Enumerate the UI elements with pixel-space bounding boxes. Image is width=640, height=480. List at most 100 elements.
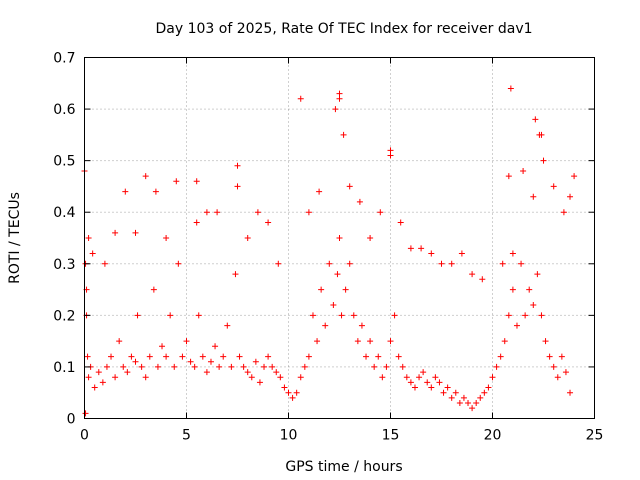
data-point [199, 353, 206, 360]
data-point [513, 322, 520, 329]
data-point [234, 162, 241, 169]
data-point [562, 369, 569, 376]
data-point [89, 250, 96, 257]
data-point [193, 219, 200, 226]
data-point [322, 322, 329, 329]
data-point [146, 353, 153, 360]
data-point [346, 183, 353, 190]
data-point [399, 363, 406, 370]
data-point [234, 183, 241, 190]
data-point [332, 106, 339, 113]
data-point [301, 363, 308, 370]
data-point [538, 131, 545, 138]
data-point [254, 209, 261, 216]
data-point [154, 363, 161, 370]
data-point [481, 389, 488, 396]
data-point [183, 338, 190, 345]
data-point [163, 235, 170, 241]
data-point [187, 358, 194, 365]
data-point [142, 173, 149, 180]
data-point [477, 394, 484, 401]
data-point [128, 353, 135, 360]
data-point [212, 343, 219, 350]
data-point [530, 193, 537, 200]
y-tick-label: 0.3 [53, 257, 75, 273]
y-tick-label: 0 [67, 412, 76, 428]
x-tick-label: 20 [484, 428, 502, 444]
data-point [248, 374, 255, 381]
data-point [134, 312, 141, 319]
data-point [142, 374, 149, 381]
data-point [383, 363, 390, 370]
data-point [244, 369, 251, 376]
data-point [336, 90, 343, 97]
data-point [507, 85, 514, 92]
data-point [538, 312, 545, 319]
data-point [340, 131, 347, 138]
data-point [112, 374, 119, 381]
y-axis-label: ROTI / TECUs [7, 192, 23, 284]
data-point [289, 394, 296, 401]
data-point [387, 147, 394, 154]
data-point [309, 312, 316, 319]
data-point [505, 312, 512, 319]
data-point [240, 363, 247, 370]
x-tick-label: 25 [586, 428, 604, 444]
data-point [120, 363, 127, 370]
data-point [438, 260, 445, 267]
data-point [501, 338, 508, 345]
data-point [132, 229, 139, 236]
x-axis-label: GPS time / hours [285, 459, 402, 475]
data-point [124, 369, 131, 376]
data-point [371, 363, 378, 370]
data-point [84, 353, 91, 360]
data-point [167, 312, 174, 319]
data-point [305, 209, 312, 216]
data-point [411, 384, 418, 391]
data-point [379, 374, 386, 381]
data-point [220, 353, 227, 360]
data-point [436, 379, 443, 386]
data-point [216, 363, 223, 370]
data-point [95, 369, 102, 376]
data-point [387, 338, 394, 345]
data-point [522, 312, 529, 319]
y-tick-label: 0.4 [53, 205, 75, 221]
data-point [318, 286, 325, 293]
data-point [509, 250, 516, 257]
data-point [567, 389, 574, 396]
data-point [375, 353, 382, 360]
data-point [358, 322, 365, 329]
data-point [281, 384, 288, 391]
data-point [85, 374, 92, 381]
data-point [297, 95, 304, 102]
data-point [277, 374, 284, 381]
y-tick-label: 0.1 [53, 360, 75, 376]
data-point [195, 312, 202, 319]
data-point [550, 183, 557, 190]
data-point [252, 358, 259, 365]
data-point [397, 219, 404, 226]
data-point [330, 302, 337, 309]
data-point [367, 338, 374, 345]
data-point [207, 358, 214, 365]
data-point [458, 250, 465, 257]
data-point [163, 353, 170, 360]
x-tick-label: 5 [182, 428, 191, 444]
data-point [387, 152, 394, 159]
data-point [265, 219, 272, 226]
y-tick-label: 0.6 [53, 102, 75, 118]
data-point [432, 374, 439, 381]
data-point [138, 363, 145, 370]
data-point [509, 286, 516, 293]
data-point [336, 95, 343, 102]
data-point [334, 271, 341, 278]
data-point [193, 178, 200, 185]
data-point [346, 260, 353, 267]
data-point [395, 353, 402, 360]
y-tick-label: 0.5 [53, 154, 75, 170]
data-point [265, 353, 272, 360]
x-tick-label: 0 [80, 428, 89, 444]
data-point [532, 116, 539, 123]
data-point [526, 286, 533, 293]
